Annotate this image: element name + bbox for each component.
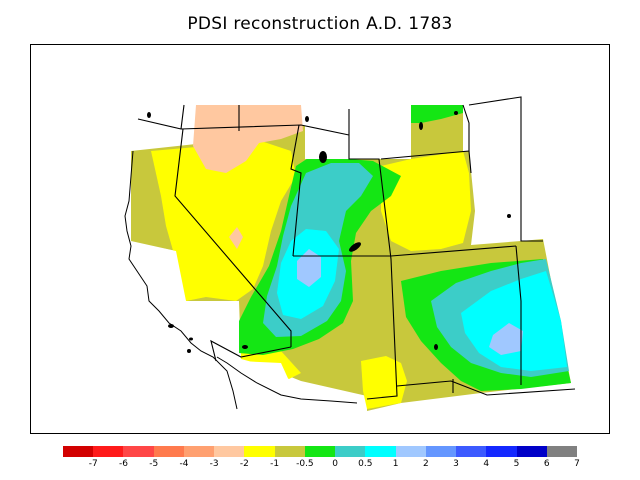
- legend-label: 5: [513, 459, 520, 469]
- legend-label: -4: [179, 459, 189, 469]
- legend-swatch: [395, 446, 426, 457]
- legend-label: 0: [332, 459, 338, 469]
- legend-label: -2: [239, 459, 249, 469]
- legend-label: -7: [88, 459, 98, 469]
- legend-swatch: [153, 446, 184, 457]
- pdsi-yellow-west: [151, 141, 296, 301]
- pdsi-map: [101, 96, 576, 433]
- legend-swatch: [214, 446, 245, 457]
- legend-label: 4: [483, 459, 490, 469]
- legend-swatch: [335, 446, 366, 457]
- mask-northeast: [469, 147, 521, 245]
- legend-label: 0.5: [358, 459, 373, 469]
- pdsi-lightblue-central: [297, 249, 321, 287]
- legend-label: -5: [149, 459, 159, 469]
- legend-swatch: [425, 446, 457, 457]
- map-frame: [30, 44, 610, 434]
- pdsi-yellow-south: [361, 356, 407, 409]
- color-legend-bar: [63, 446, 577, 457]
- legend-swatch: [456, 446, 487, 457]
- legend-label: -6: [118, 459, 128, 469]
- legend-label: -3: [209, 459, 219, 469]
- legend-swatch: [183, 446, 215, 457]
- state-boundaries: [137, 96, 576, 400]
- legend-label: 2: [422, 459, 429, 469]
- legend-swatch: [486, 446, 517, 457]
- pdsi-lightblue-east: [489, 323, 523, 355]
- legend-swatch: [63, 446, 94, 457]
- color-legend-labels: -7 -6 -5 -4 -3 -2 -1 -0.5 0 0.5 1 2 3 4 5 6 7: [0, 459, 640, 473]
- pdsi-orange-small: [229, 227, 243, 249]
- legend-swatch: [93, 446, 124, 457]
- pdsi-orange-north: [193, 105, 303, 173]
- legend-swatch: [516, 446, 547, 457]
- mask-northcentral: [305, 125, 349, 159]
- legend-swatch: [244, 446, 275, 457]
- legend-swatch: [365, 446, 396, 457]
- pdsi-green-north: [411, 105, 463, 123]
- legend-swatch: [274, 446, 305, 457]
- mask-southwest: [101, 241, 366, 433]
- legend-swatch: [546, 446, 577, 457]
- legend-label: 1: [392, 459, 399, 469]
- map-title: PDSI reconstruction A.D. 1783: [187, 14, 453, 34]
- legend-swatch: [123, 446, 154, 457]
- pdsi-cyan-east: [461, 271, 567, 371]
- legend-label: -1: [270, 459, 280, 469]
- pdsi-yellow-north: [381, 151, 471, 251]
- legend-label: 6: [543, 459, 550, 469]
- coastline: [124, 150, 238, 410]
- gulf-coast: [216, 356, 358, 404]
- legend-label: 3: [453, 459, 459, 469]
- legend-label: 7: [574, 459, 580, 469]
- legend-swatch: [304, 446, 336, 457]
- lakes: [147, 111, 511, 353]
- legend-label: -0.5: [296, 459, 314, 469]
